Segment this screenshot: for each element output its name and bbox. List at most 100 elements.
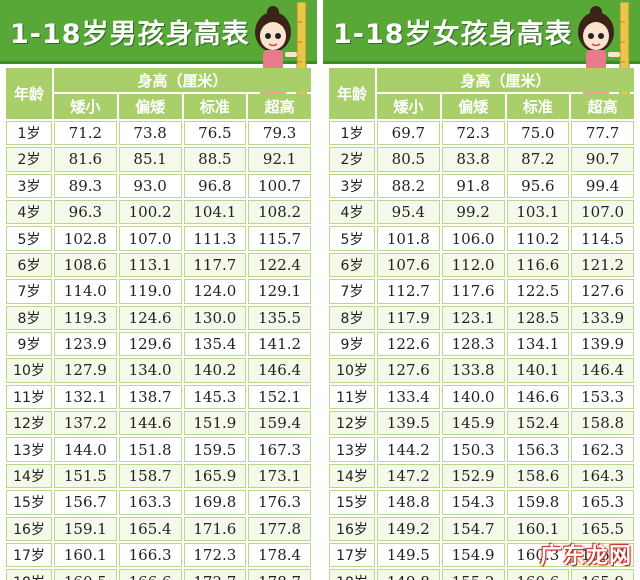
table-row: 8岁 117.9 123.1 128.5 133.9 <box>329 305 634 330</box>
value-cell: 159.8 <box>506 490 570 515</box>
table-row: 14岁 147.2 152.9 158.6 164.3 <box>329 463 634 489</box>
age-cell: 1岁 <box>329 120 375 146</box>
value-cell: 133.4 <box>377 384 440 410</box>
value-cell: 148.8 <box>377 490 440 515</box>
value-cell: 129.1 <box>248 279 311 304</box>
value-cell: 160.5 <box>54 569 117 580</box>
value-cell: 144.2 <box>377 437 440 462</box>
value-cell: 155.2 <box>441 569 505 580</box>
age-cell: 15岁 <box>329 490 375 515</box>
value-cell: 89.3 <box>54 173 117 198</box>
value-cell: 140.0 <box>441 384 505 410</box>
value-cell: 172.3 <box>183 543 247 568</box>
value-cell: 154.7 <box>441 516 505 542</box>
value-cell: 93.0 <box>118 173 182 198</box>
boys-title: 1-18岁男孩身高表 <box>10 19 250 50</box>
age-cell: 2岁 <box>329 147 375 172</box>
table-row: 15岁 156.7 163.3 169.8 176.3 <box>6 490 311 515</box>
value-cell: 140.2 <box>183 358 247 383</box>
table-row: 17岁 160.1 166.3 172.3 178.4 <box>6 543 311 568</box>
value-cell: 73.8 <box>118 120 182 146</box>
value-cell: 91.8 <box>441 173 505 198</box>
value-cell: 159.1 <box>54 516 117 542</box>
value-cell: 178.4 <box>248 543 311 568</box>
value-cell: 167.3 <box>248 437 311 462</box>
value-cell: 127.9 <box>54 358 117 383</box>
value-cell: 96.3 <box>54 199 117 225</box>
age-header: 年龄 <box>6 68 52 119</box>
table-row: 18岁160.5166.6172.7178.7 <box>6 569 311 580</box>
girls-panel: 1-18岁女孩身高表 年龄 身高（厘米） 矮小 偏矮 标准 超高 1岁 69.7 7… <box>323 0 640 580</box>
value-cell: 144.6 <box>118 411 182 436</box>
value-cell: 112.7 <box>377 279 440 304</box>
table-row: 3岁 88.2 91.8 95.6 99.4 <box>329 173 634 198</box>
value-cell: 171.6 <box>183 516 247 542</box>
table-row: 13岁 144.0 151.8 159.5 167.3 <box>6 437 311 462</box>
age-cell: 5岁 <box>329 226 375 251</box>
value-cell: 149.2 <box>377 516 440 542</box>
table-row: 4岁 95.4 99.2 103.1 107.0 <box>329 199 634 225</box>
table-row: 5岁 101.8 106.0 110.2 114.5 <box>329 226 634 251</box>
table-row: 1岁 71.2 73.8 76.5 79.3 <box>6 120 311 146</box>
value-cell: 152.4 <box>506 411 570 436</box>
value-cell: 76.5 <box>183 120 247 146</box>
col-header-standard: 标准 <box>183 94 247 119</box>
value-cell: 128.3 <box>441 331 505 357</box>
value-cell: 146.6 <box>506 384 570 410</box>
value-cell: 77.7 <box>571 120 634 146</box>
value-cell: 165.4 <box>118 516 182 542</box>
value-cell: 156.7 <box>54 490 117 515</box>
age-cell: 17岁 <box>6 543 52 568</box>
value-cell: 114.5 <box>571 226 634 251</box>
age-cell: 5岁 <box>6 226 52 251</box>
value-cell: 160.1 <box>506 516 570 542</box>
value-cell: 135.4 <box>183 331 247 357</box>
value-cell: 152.1 <box>248 384 311 410</box>
table-row: 11岁 133.4 140.0 146.6 153.3 <box>329 384 634 410</box>
value-cell: 116.6 <box>506 252 570 278</box>
value-cell: 130.0 <box>183 305 247 330</box>
value-cell: 139.5 <box>377 411 440 436</box>
col-header-tall: 超高 <box>571 94 634 119</box>
boys-height-table: 年龄 身高（厘米） 矮小 偏矮 标准 超高 1岁 71.2 73.8 76.5 79.3… <box>4 66 313 580</box>
value-cell: 134.1 <box>506 331 570 357</box>
age-cell: 16岁 <box>6 516 52 542</box>
value-cell: 150.3 <box>441 437 505 462</box>
value-cell: 81.6 <box>54 147 117 172</box>
height-header: 身高（厘米） <box>54 68 311 93</box>
value-cell: 169.8 <box>183 490 247 515</box>
value-cell: 145.3 <box>183 384 247 410</box>
table-row: 14岁 151.5 158.7 165.9 173.1 <box>6 463 311 489</box>
value-cell: 152.9 <box>441 463 505 489</box>
girls-title: 1-18岁女孩身高表 <box>333 19 573 50</box>
value-cell: 149.8 <box>377 569 440 580</box>
table-row: 11岁 132.1 138.7 145.3 152.1 <box>6 384 311 410</box>
value-cell: 122.4 <box>248 252 311 278</box>
value-cell: 166.6 <box>118 569 182 580</box>
table-row: 9岁 122.6 128.3 134.1 139.9 <box>329 331 634 357</box>
value-cell: 108.6 <box>54 252 117 278</box>
value-cell: 85.1 <box>118 147 182 172</box>
value-cell: 79.3 <box>248 120 311 146</box>
value-cell: 92.1 <box>248 147 311 172</box>
col-header-below: 偏矮 <box>441 94 505 119</box>
age-cell: 8岁 <box>329 305 375 330</box>
value-cell: 119.3 <box>54 305 117 330</box>
table-row: 12岁 139.5 145.9 152.4 158.8 <box>329 411 634 436</box>
value-cell: 112.0 <box>441 252 505 278</box>
value-cell: 164.3 <box>571 463 634 489</box>
value-cell: 127.6 <box>377 358 440 383</box>
col-header-below: 偏矮 <box>118 94 182 119</box>
value-cell: 80.5 <box>377 147 440 172</box>
table-row: 16岁 149.2 154.7 160.1 165.5 <box>329 516 634 542</box>
value-cell: 102.8 <box>54 226 117 251</box>
value-cell: 117.7 <box>183 252 247 278</box>
age-cell: 1岁 <box>6 120 52 146</box>
age-cell: 14岁 <box>329 463 375 489</box>
value-cell: 173.1 <box>248 463 311 489</box>
value-cell: 95.4 <box>377 199 440 225</box>
table-row: 18岁149.8155.2160.6165.9 <box>329 569 634 580</box>
age-cell: 14岁 <box>6 463 52 489</box>
value-cell: 156.3 <box>506 437 570 462</box>
value-cell: 108.2 <box>248 199 311 225</box>
